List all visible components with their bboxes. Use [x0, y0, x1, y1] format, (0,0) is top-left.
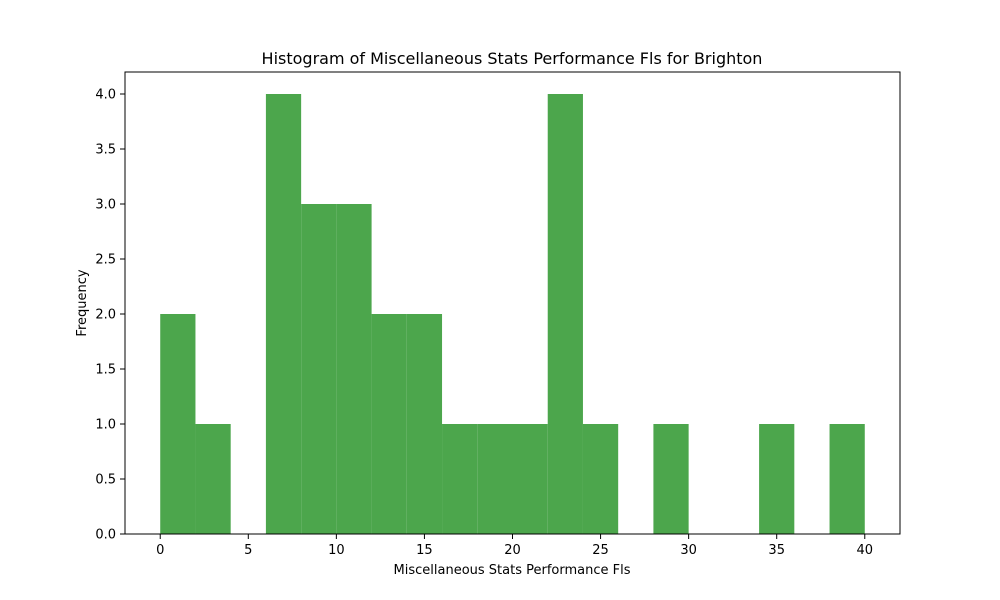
x-axis-ticks: 0 5 10 15 20 25 30 35 40 [156, 534, 873, 558]
histogram-bar [265, 94, 302, 534]
x-tick-label: 10 [328, 543, 345, 558]
x-tick-label: 5 [244, 543, 252, 558]
y-tick-label: 3.0 [95, 198, 116, 213]
histogram-bar [547, 94, 583, 534]
x-tick-label: 20 [504, 543, 521, 558]
x-tick-label: 30 [680, 543, 697, 558]
histogram-bar [442, 424, 478, 534]
histogram-bar [653, 424, 689, 534]
y-tick-label: 2.0 [95, 308, 116, 323]
y-tick-label: 1.5 [95, 363, 116, 378]
histogram-bar [829, 424, 865, 534]
y-tick-label: 3.5 [95, 143, 116, 158]
x-tick-label: 40 [856, 543, 873, 558]
histogram-bar [195, 424, 231, 534]
x-axis-label: Miscellaneous Stats Performance Fls [394, 563, 631, 578]
x-tick-label: 0 [156, 543, 164, 558]
histogram-bar [336, 204, 372, 534]
y-tick-label: 0.5 [95, 473, 116, 488]
y-tick-label: 2.5 [95, 253, 116, 268]
y-axis-ticks: 0.0 0.5 1.0 1.5 2.0 2.5 3.0 3.5 4.0 [95, 88, 125, 543]
x-tick-label: 15 [416, 543, 433, 558]
x-tick-label: 35 [768, 543, 785, 558]
y-axis-label: Frequency [75, 269, 90, 336]
histogram-bar [512, 424, 548, 534]
histogram-bar [371, 314, 407, 534]
bars-group [160, 94, 865, 534]
histogram-bar [301, 204, 337, 534]
histogram-bar [406, 314, 443, 534]
histogram-bar [160, 314, 196, 534]
y-tick-label: 1.0 [95, 418, 116, 433]
y-tick-label: 0.0 [95, 528, 116, 543]
y-tick-label: 4.0 [95, 88, 116, 103]
histogram-bar [759, 424, 795, 534]
histogram-bar [477, 424, 513, 534]
x-tick-label: 25 [592, 543, 609, 558]
chart-title: Histogram of Miscellaneous Stats Perform… [262, 49, 763, 68]
histogram-bar [582, 424, 619, 534]
